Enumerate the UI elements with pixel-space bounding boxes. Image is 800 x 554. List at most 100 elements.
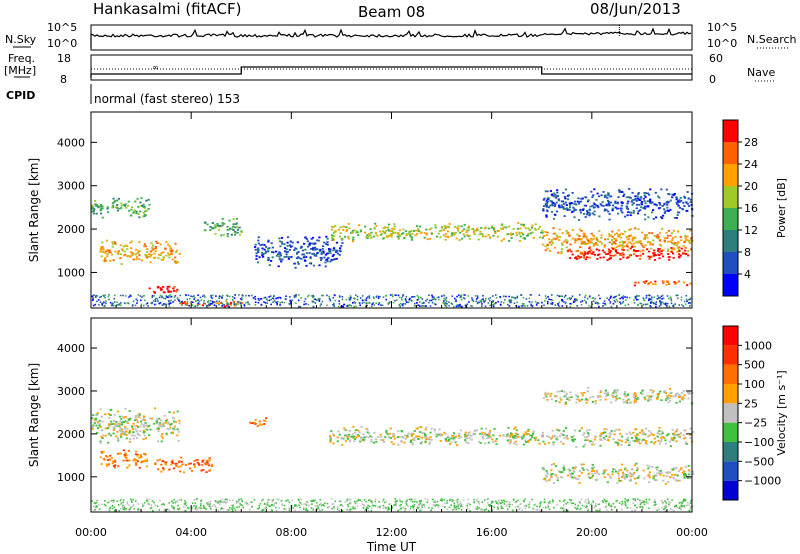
- power-ground-cell: [416, 299, 419, 301]
- power-ground-cell: [463, 297, 466, 300]
- power-cell: [408, 231, 411, 233]
- velocity-ground-cell: [629, 507, 632, 509]
- velocity-ground-cell: [195, 505, 198, 507]
- power-ground-cell: [580, 301, 582, 303]
- power-cell: [560, 204, 563, 207]
- velocity-ground-cell: [111, 507, 114, 510]
- power-cell: [446, 230, 450, 233]
- velocity-ground-cell: [344, 501, 346, 503]
- power-ground-cell: [560, 295, 562, 297]
- power-cell: [308, 262, 311, 265]
- power-ground-cell: [308, 294, 310, 297]
- power-ground-cell: [112, 304, 115, 307]
- power-cell: [162, 251, 165, 254]
- velocity-ground-cell: [275, 502, 277, 504]
- velocity-cell: [574, 467, 577, 470]
- power-ground-cell: [385, 298, 387, 301]
- power-cell: [650, 255, 653, 258]
- power-cell: [130, 251, 133, 254]
- velocity-cell: [520, 435, 523, 438]
- power-cell: [458, 239, 461, 241]
- power-cell: [632, 250, 635, 253]
- power-ground-cell: [677, 297, 679, 300]
- power-cell: [637, 210, 640, 212]
- velocity-cell: [546, 472, 549, 475]
- power-cell: [588, 246, 591, 249]
- velocity-ground-cell: [378, 501, 380, 503]
- power-ground-cell: [303, 300, 306, 303]
- velocity-cell: [353, 440, 356, 443]
- power-cell: [590, 190, 593, 193]
- power-cell: [493, 228, 496, 230]
- velocity-cell: [120, 434, 123, 437]
- power-ground-cell: [257, 298, 260, 300]
- power-ground-cell: [356, 298, 359, 301]
- power-cell: [135, 258, 138, 261]
- power-ground-cell: [524, 305, 526, 307]
- power-cell: [630, 211, 633, 214]
- power-colorbar-label: 8: [744, 246, 751, 259]
- velocity-ground-cell: [433, 503, 436, 506]
- power-cell: [550, 240, 553, 243]
- power-cell: [607, 201, 610, 203]
- power-cell: [324, 261, 327, 264]
- velocity-cell: [620, 440, 623, 443]
- power-cell: [615, 251, 618, 254]
- velocity-ground-cell: [356, 505, 359, 507]
- power-cell: [281, 242, 284, 245]
- velocity-ground-cell: [568, 498, 571, 501]
- velocity-cell: [136, 460, 139, 462]
- power-cell: [130, 214, 133, 217]
- velocity-ground-cell: [119, 507, 122, 510]
- velocity-cell: [188, 467, 192, 470]
- power-ground-cell: [433, 303, 436, 305]
- power-cell: [663, 203, 666, 206]
- power-ground-cell: [190, 295, 192, 297]
- power-cell: [596, 239, 599, 241]
- velocity-cell: [681, 396, 684, 399]
- power-cell: [183, 301, 186, 303]
- velocity-ground-cell: [469, 503, 471, 506]
- power-cell: [120, 248, 124, 251]
- power-ground-cell: [241, 298, 243, 301]
- power-cell: [586, 252, 589, 255]
- velocity-cell: [589, 396, 592, 399]
- velocity-ground-cell: [266, 504, 269, 506]
- velocity-cell: [597, 394, 600, 397]
- velocity-ground-cell: [385, 507, 387, 509]
- power-ground-cell: [276, 303, 278, 305]
- velocity-cell: [164, 421, 167, 424]
- velocity-cell: [467, 442, 470, 444]
- velocity-cell: [100, 436, 103, 438]
- power-cell: [588, 213, 592, 216]
- power-cell: [593, 253, 596, 256]
- velocity-cell: [489, 436, 492, 439]
- velocity-ground-cell: [92, 505, 95, 508]
- power-ground-cell: [191, 295, 194, 298]
- power-cell: [117, 250, 120, 253]
- power-cell: [335, 241, 339, 244]
- nsky-trace: [90, 27, 692, 48]
- power-cell: [669, 240, 672, 243]
- power-cell: [557, 199, 560, 202]
- velocity-cell: [552, 443, 555, 446]
- power-cell: [549, 204, 552, 207]
- power-ground-cell: [316, 299, 318, 301]
- power-cell: [159, 254, 162, 256]
- velocity-cell: [526, 433, 529, 435]
- velocity-cell: [156, 459, 159, 462]
- velocity-ground-cell: [231, 509, 234, 512]
- velocity-cell: [141, 419, 144, 421]
- velocity-cell: [614, 470, 618, 473]
- power-ground-cell: [550, 303, 552, 305]
- power-ground-cell: [619, 301, 621, 304]
- power-cell: [672, 194, 675, 196]
- power-cell: [369, 234, 372, 237]
- velocity-cell: [449, 443, 452, 445]
- power-cell: [564, 188, 567, 191]
- power-cell: [555, 210, 559, 213]
- velocity-ground-cell: [398, 508, 401, 511]
- power-cell: [574, 241, 577, 244]
- velocity-cell: [409, 441, 412, 443]
- velocity-cell: [573, 470, 576, 473]
